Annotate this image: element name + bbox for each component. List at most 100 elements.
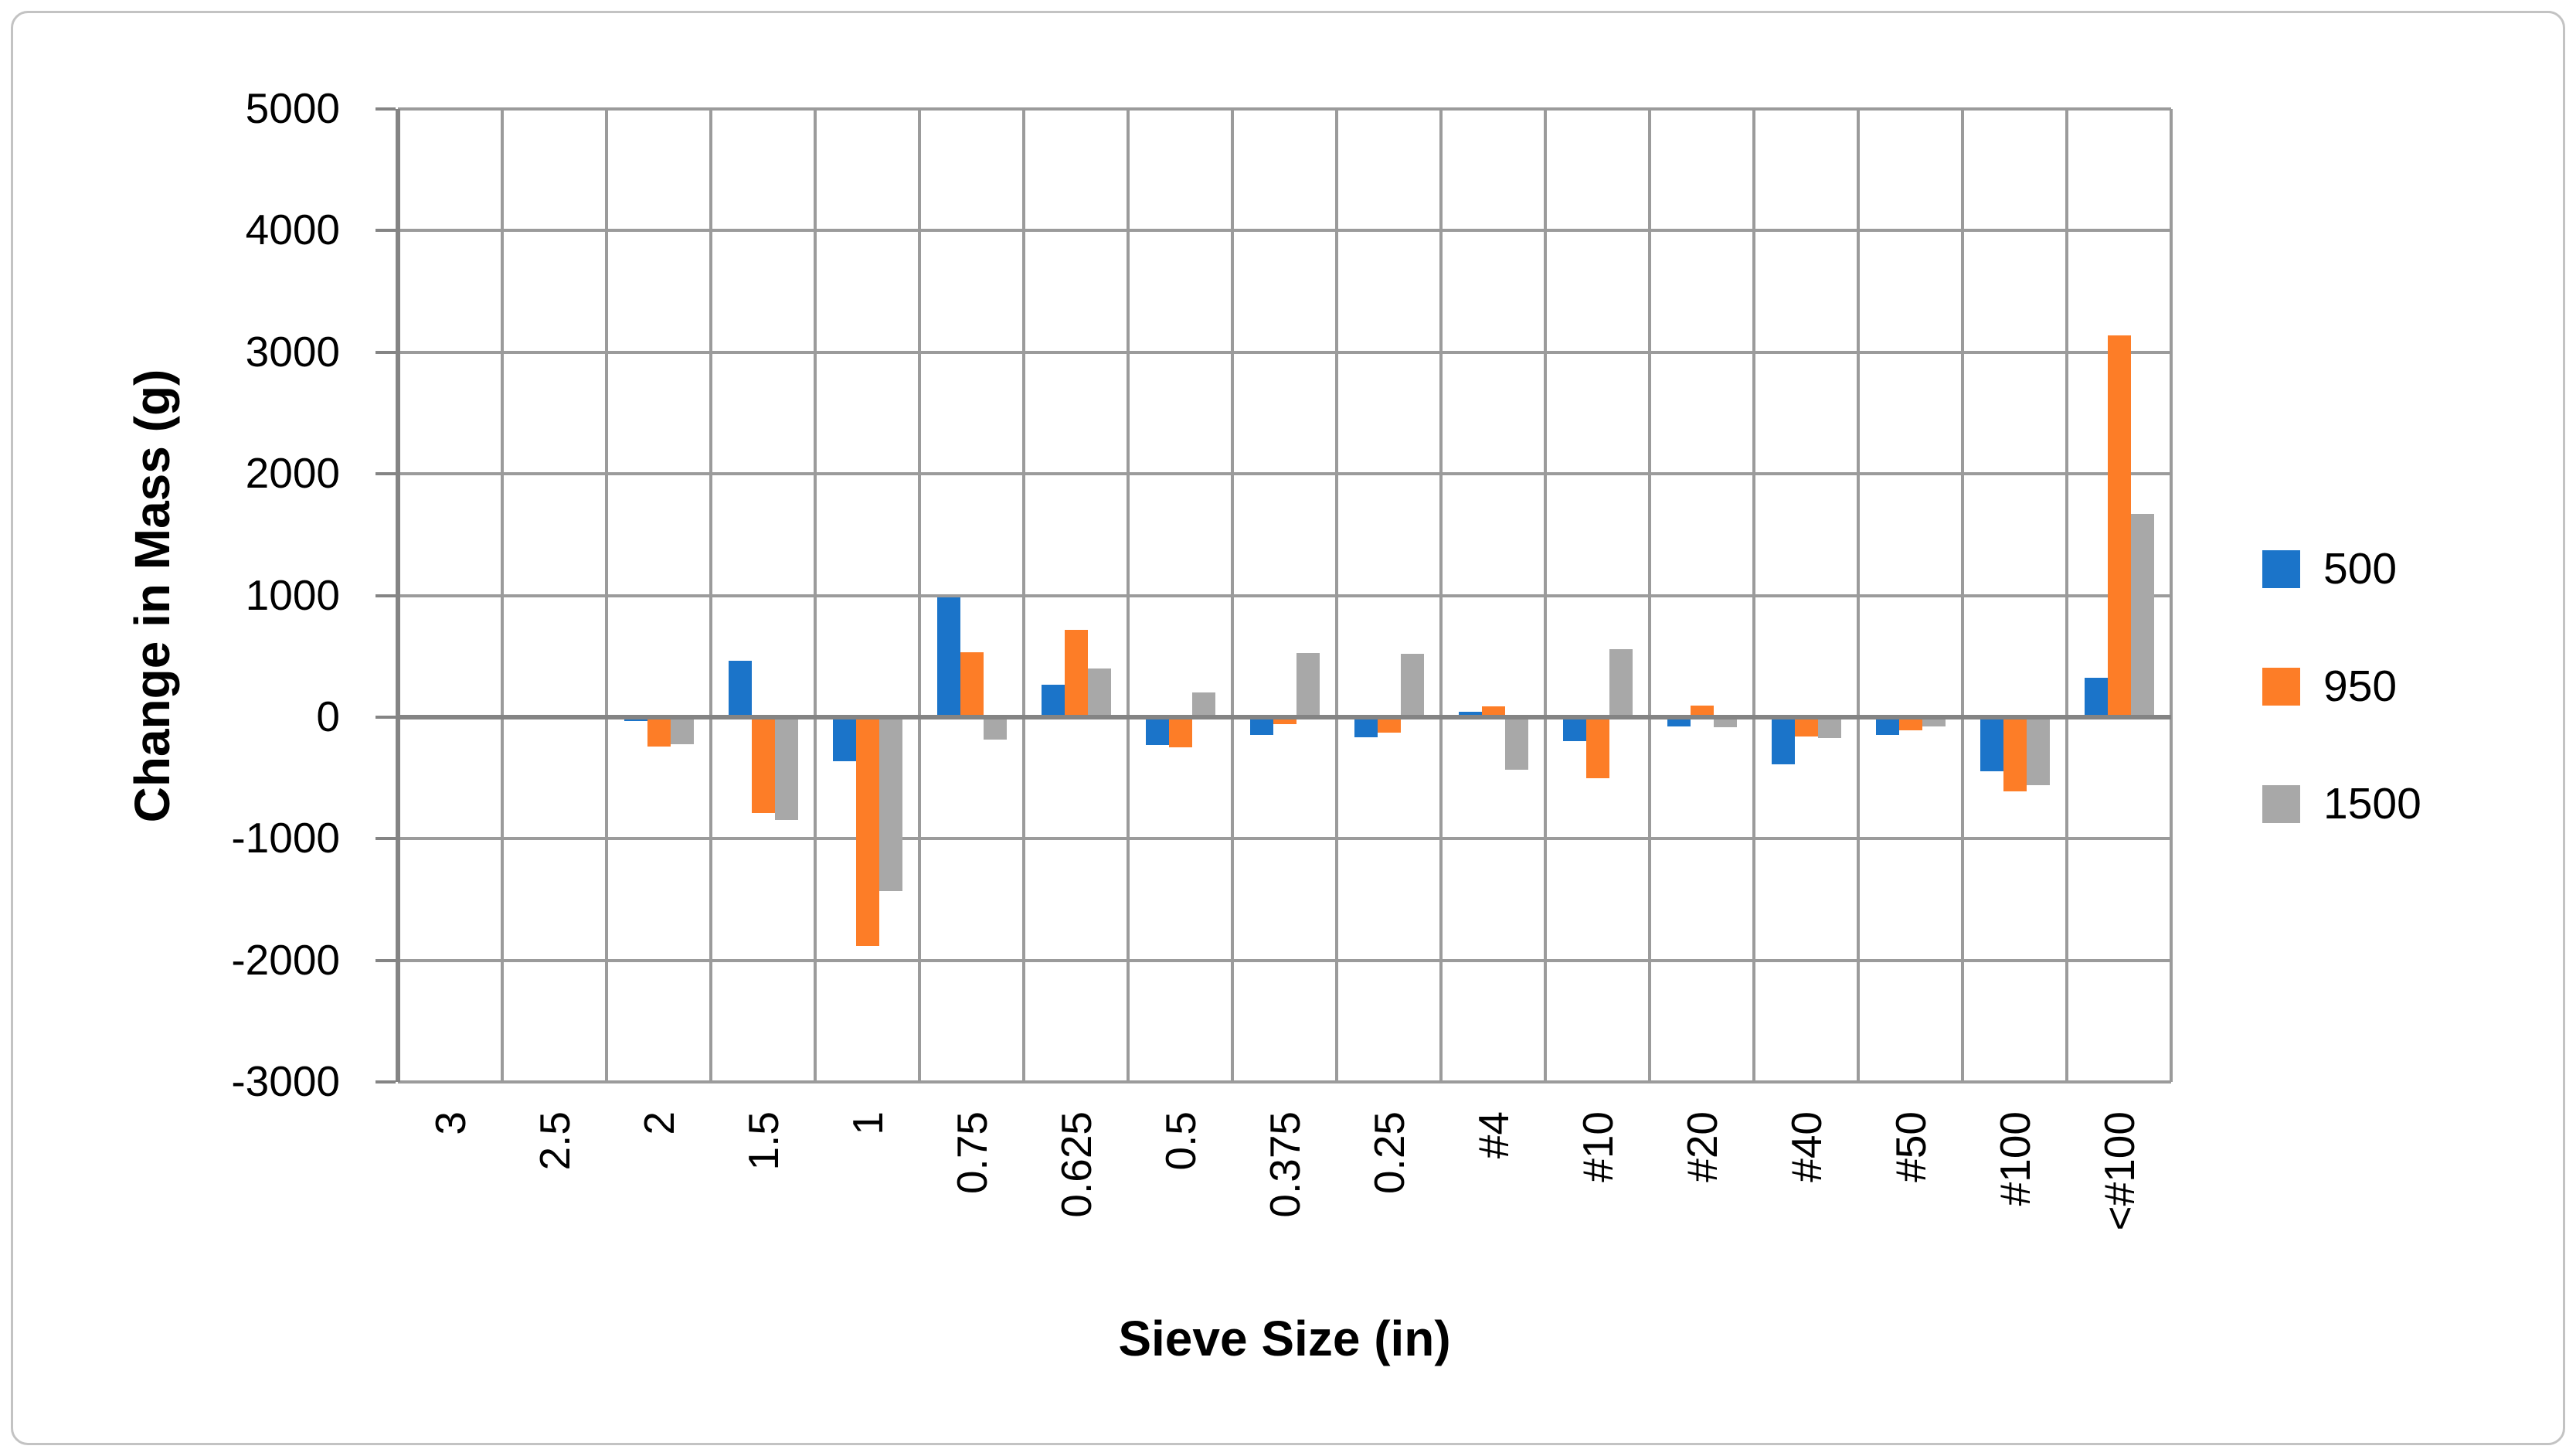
bar-500-#50	[1875, 716, 1899, 736]
legend-label: 950	[2323, 662, 2398, 711]
x-axis-tick-label: 0.625	[1052, 1111, 1100, 1218]
y-axis-tick-label: 4000	[245, 206, 340, 254]
horizontal-gridline	[398, 1080, 2171, 1083]
bar-500-1.5	[728, 661, 752, 717]
legend-label: 500	[2323, 544, 2398, 594]
horizontal-gridline	[398, 107, 2171, 111]
bar-950-1.5	[751, 716, 775, 814]
bar-1500-#100	[2026, 716, 2050, 785]
bar-500-0.75	[936, 597, 960, 717]
bar-1500-0.75	[983, 716, 1007, 740]
y-axis-tick-label: 5000	[245, 84, 340, 132]
bar-500-0.25	[1354, 716, 1378, 737]
legend-item-1500: 1500	[2262, 782, 2421, 826]
bar-950-0.625	[1064, 630, 1088, 717]
y-axis-tick	[376, 229, 396, 233]
bar-950-1	[855, 716, 879, 946]
bar-1500-1.5	[774, 716, 798, 820]
y-axis-tick	[376, 715, 396, 719]
horizontal-gridline	[398, 472, 2171, 476]
y-axis-line	[396, 109, 400, 1082]
horizontal-gridline	[398, 594, 2171, 597]
bar-1500-2	[670, 716, 694, 745]
bar-950-#50	[1898, 716, 1922, 731]
bar-500-1	[832, 716, 856, 761]
y-axis-tick-label: 3000	[245, 327, 340, 376]
legend-swatch-icon	[2262, 784, 2300, 823]
bar-1500-0.5	[1191, 692, 1215, 717]
x-axis-tick-label: 2	[634, 1111, 683, 1135]
y-axis-tick	[376, 837, 396, 841]
legend-swatch-icon	[2262, 667, 2300, 706]
plot-area	[376, 107, 2173, 1083]
bar-1500-#50	[1922, 716, 1946, 726]
bar-950-0.75	[960, 651, 984, 717]
bar-1500-#20	[1713, 716, 1737, 728]
y-axis-tick-label: 2000	[245, 449, 340, 498]
x-axis-tick-label: #20	[1677, 1111, 1726, 1182]
horizontal-gridline	[398, 837, 2171, 841]
horizontal-gridline	[398, 958, 2171, 962]
x-axis-tick-label: #100	[1990, 1111, 2039, 1206]
bar-950-#40	[1794, 716, 1818, 737]
y-axis-tick	[376, 472, 396, 476]
bar-1500-0.625	[1087, 668, 1111, 717]
chart-frame	[11, 11, 2565, 1445]
bar-1500-0.375	[1296, 653, 1320, 717]
x-axis-tick-label: 1.5	[739, 1111, 787, 1171]
x-axis-tick-label: 0.5	[1156, 1111, 1205, 1171]
x-axis-tick-label: #40	[1782, 1111, 1830, 1182]
bar-950-2	[647, 716, 671, 747]
bar-950-#20	[1690, 705, 1714, 717]
bar-500-0.625	[1041, 685, 1065, 717]
legend-swatch-icon	[2262, 549, 2300, 588]
bar-500-#20	[1667, 716, 1691, 727]
bar-1500-1	[878, 716, 902, 891]
x-axis-zero-line	[398, 714, 2171, 719]
horizontal-gridline	[398, 229, 2171, 233]
horizontal-gridline	[398, 350, 2171, 354]
bar-1500-<#100	[2130, 514, 2154, 717]
y-axis-tick-label: -2000	[231, 935, 340, 984]
x-axis-tick-label: #10	[1573, 1111, 1622, 1182]
bar-1500-0.25	[1400, 654, 1424, 717]
y-axis-tick	[376, 594, 396, 597]
x-axis-title: Sieve Size (in)	[1118, 1311, 1451, 1366]
x-axis-tick-label: #50	[1886, 1111, 1935, 1182]
y-axis-tick	[376, 1080, 396, 1083]
bar-500-#100	[1980, 716, 2003, 771]
x-axis-tick-label: #4	[1469, 1111, 1517, 1159]
x-axis-tick-label: 2.5	[530, 1111, 579, 1171]
y-axis-tick	[376, 107, 396, 111]
x-axis-tick-label: 0.25	[1364, 1111, 1413, 1195]
y-axis-tick-label: -1000	[231, 814, 340, 862]
x-axis-tick-label: <#100	[2095, 1111, 2143, 1231]
bar-1500-#40	[1817, 716, 1841, 738]
x-axis-tick-label: 0.75	[947, 1111, 996, 1195]
bar-950-0.25	[1377, 716, 1401, 733]
bar-950-#4	[1481, 706, 1505, 717]
bar-1500-#4	[1504, 716, 1528, 770]
bar-500-<#100	[2084, 677, 2108, 717]
y-axis-tick-label: 0	[316, 692, 340, 740]
bar-1500-#10	[1609, 648, 1633, 717]
x-axis-tick-label: 3	[426, 1111, 474, 1135]
bar-500-#4	[1458, 711, 1482, 717]
bar-950-#100	[2003, 716, 2027, 791]
legend-item-950: 950	[2262, 662, 2398, 711]
bar-950-#10	[1585, 716, 1609, 779]
bar-500-0.375	[1249, 716, 1273, 736]
bar-950-0.5	[1168, 716, 1192, 748]
bar-500-0.5	[1145, 716, 1169, 746]
bar-500-#10	[1562, 716, 1586, 742]
x-axis-tick-label: 0.375	[1260, 1111, 1309, 1218]
y-axis-tick	[376, 350, 396, 354]
legend-item-500: 500	[2262, 544, 2398, 594]
vertical-gridline	[2170, 109, 2173, 1082]
bar-950-0.375	[1273, 716, 1296, 725]
bar-500-#40	[1771, 716, 1795, 765]
x-axis-tick-label: 1	[843, 1111, 892, 1135]
y-axis-tick-label: 1000	[245, 570, 340, 619]
y-axis-tick-label: -3000	[231, 1057, 340, 1105]
